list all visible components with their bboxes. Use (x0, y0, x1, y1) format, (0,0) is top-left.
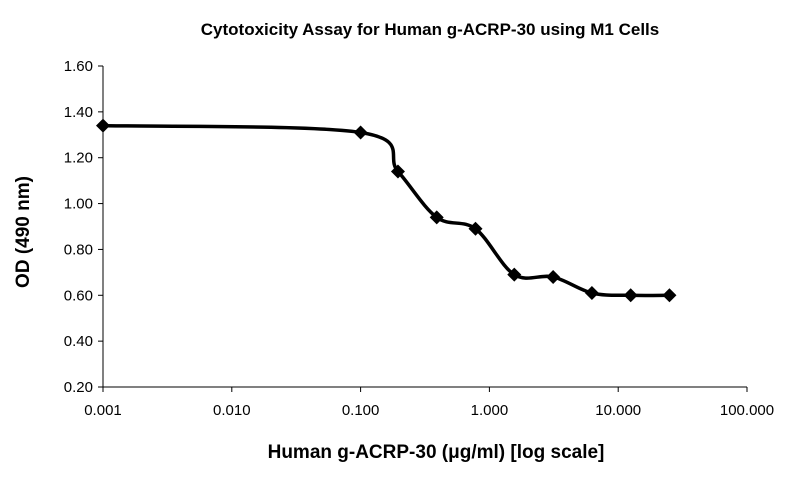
y-tick-label: 1.40 (64, 104, 93, 121)
data-point-marker (546, 269, 561, 284)
data-point-marker (390, 164, 405, 179)
axes (102, 66, 747, 388)
y-tick-label: 1.60 (64, 58, 93, 75)
x-tick-label: 100.000 (720, 402, 774, 419)
y-axis-label: OD (490 nm) (13, 176, 34, 288)
x-tick-label: 10.000 (595, 402, 641, 419)
x-axis-label: Human g-ACRP-30 (μg/ml) [log scale] (267, 442, 605, 463)
y-tick-label: 0.80 (64, 241, 93, 258)
y-tick-label: 1.00 (64, 196, 93, 213)
data-point-marker (96, 118, 110, 133)
data-point-marker (662, 288, 677, 303)
x-ticks: 0.001 0.010 0.100 1.000 10.000 100.000 (84, 387, 774, 419)
chart-title: Cytotoxicity Assay for Human g-ACRP-30 u… (200, 20, 660, 39)
x-tick-label: 1.000 (471, 402, 509, 419)
y-tick-label: 1.20 (64, 150, 93, 167)
y-tick-label: 0.40 (64, 333, 93, 350)
data-point-marker (584, 285, 599, 300)
y-ticks: 0.20 0.40 0.60 0.80 1.00 1.20 1.40 1.60 (64, 58, 103, 396)
y-tick-label: 0.20 (64, 379, 93, 396)
data-point-marker (507, 267, 522, 282)
x-tick-label: 0.010 (213, 402, 251, 419)
series (96, 118, 677, 303)
data-point-marker (623, 288, 638, 303)
x-tick-label: 0.001 (84, 402, 122, 419)
y-tick-label: 0.60 (64, 287, 93, 304)
data-point-marker (353, 125, 368, 140)
x-tick-label: 0.100 (342, 402, 380, 419)
data-point-marker (429, 210, 444, 225)
data-point-marker (468, 221, 483, 236)
series-line (102, 123, 670, 298)
